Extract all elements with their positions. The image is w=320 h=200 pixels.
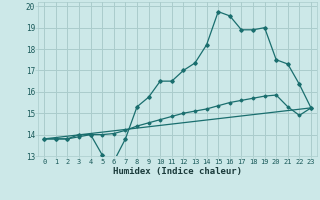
X-axis label: Humidex (Indice chaleur): Humidex (Indice chaleur) [113,167,242,176]
